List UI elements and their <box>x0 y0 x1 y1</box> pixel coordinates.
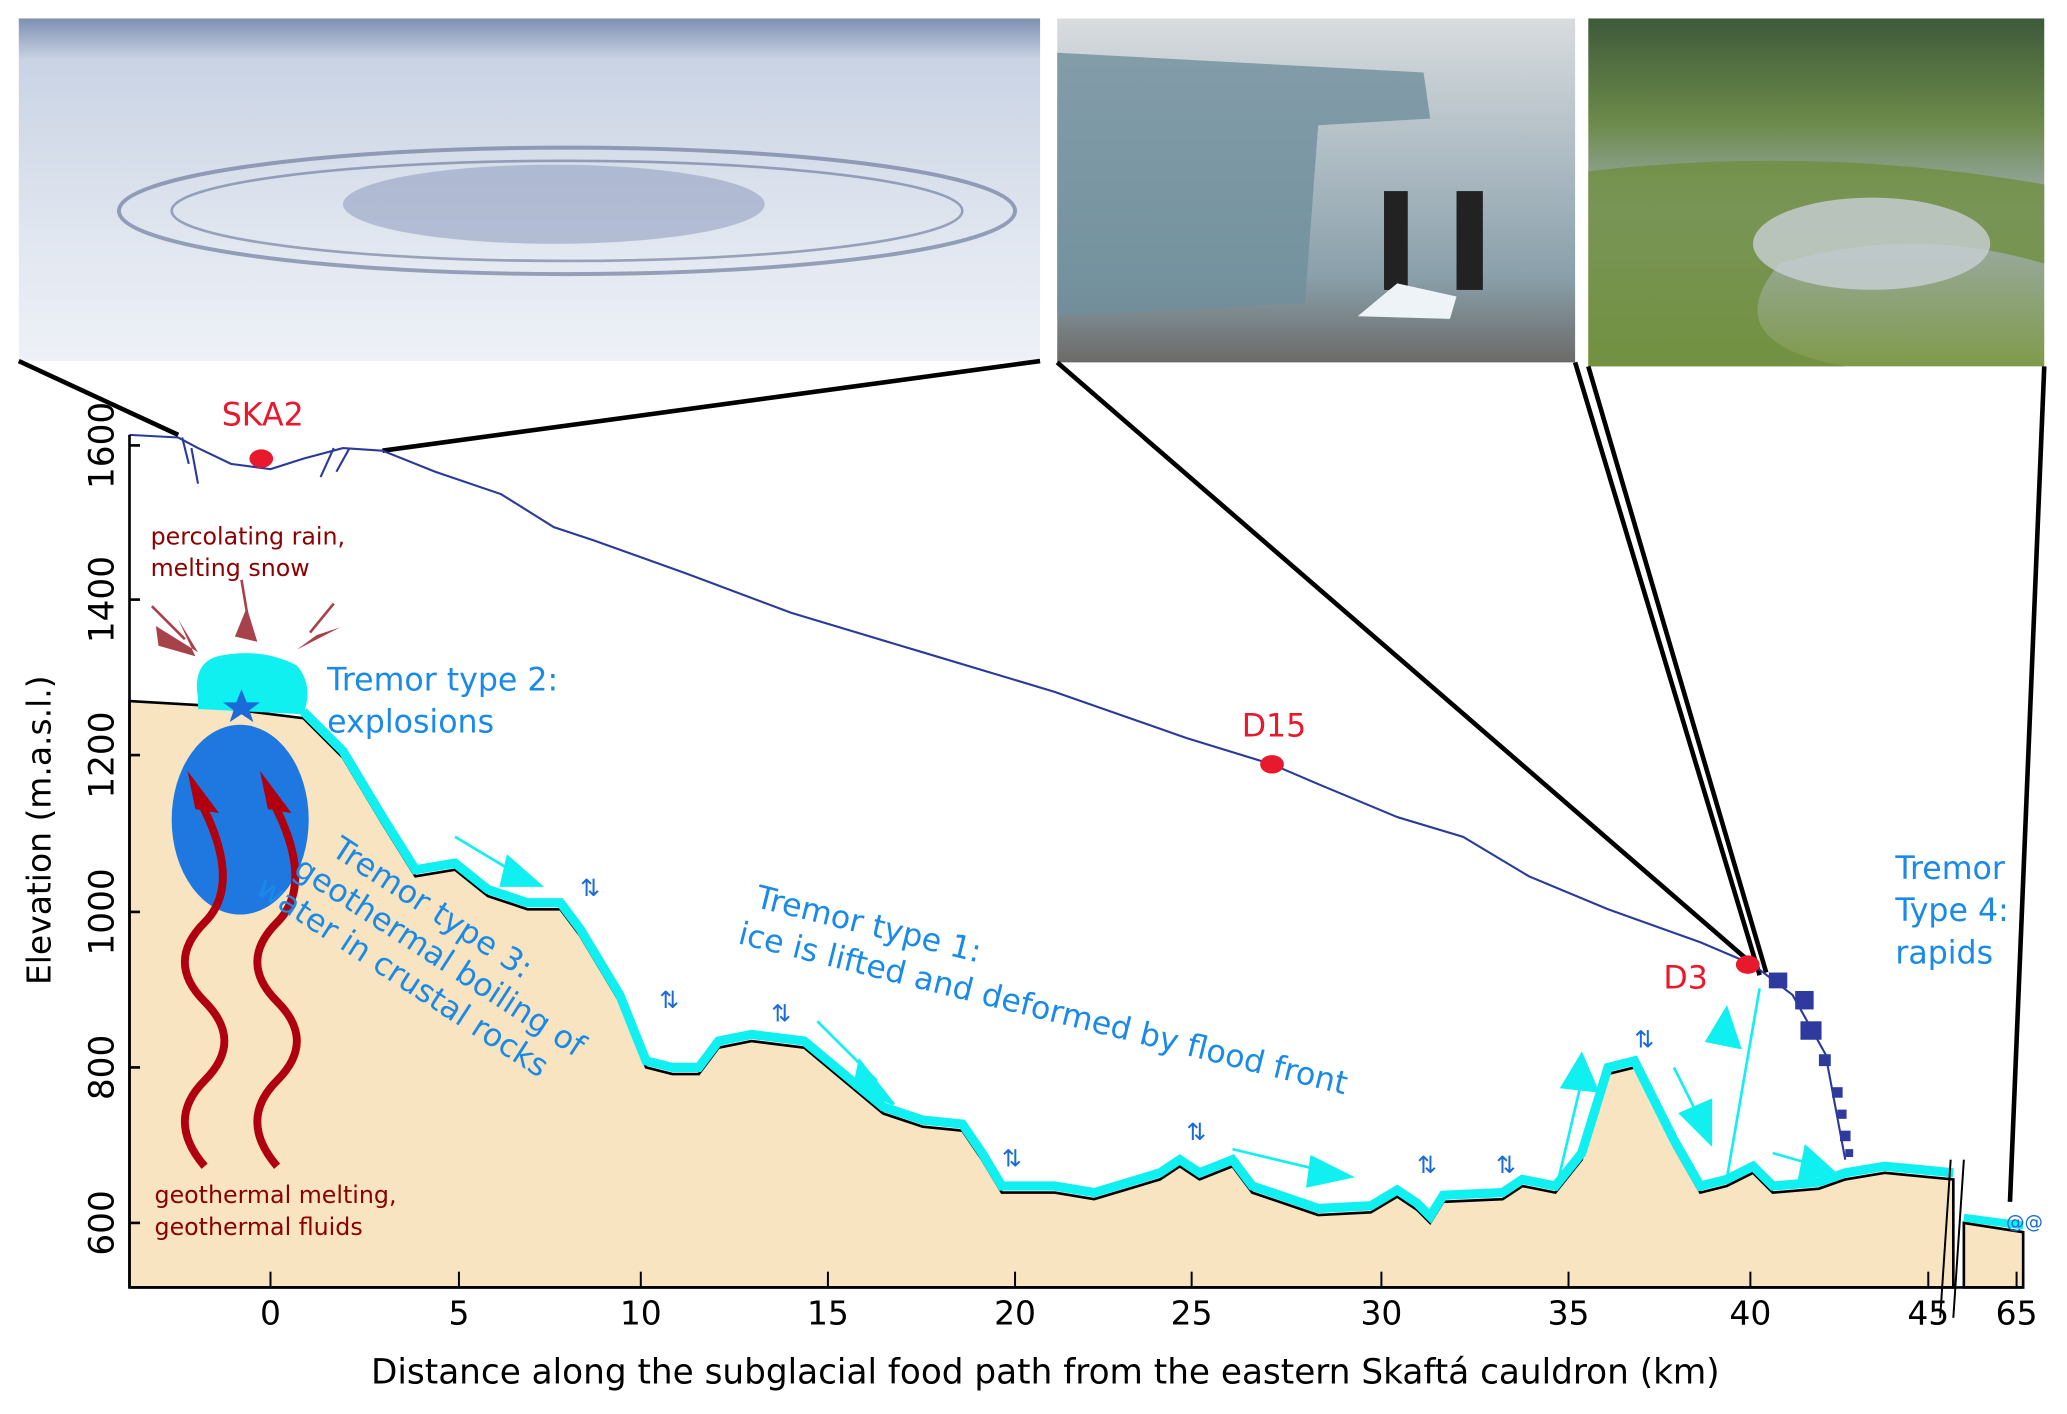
station-d3-marker <box>1735 955 1760 974</box>
svg-text:⇅: ⇅ <box>1186 1118 1206 1146</box>
axis-break <box>1939 1159 1965 1318</box>
tremor4-label: Tremor <box>1894 851 2005 887</box>
rapids-boulders <box>1768 972 1854 1158</box>
x-axis-ticks: 0 5 10 15 20 25 30 35 40 45 65 <box>260 1271 2038 1332</box>
explosion-water-bubble <box>196 653 308 715</box>
rain-arrows <box>155 607 341 657</box>
y-tick-label: 600 <box>83 1190 123 1255</box>
geothermal-label: geothermal melting, <box>155 1181 397 1209</box>
flow-arrows <box>454 835 1838 1188</box>
tremor2-label: explosions <box>327 705 494 741</box>
crevasses <box>181 437 351 484</box>
y-tick-label: 1600 <box>83 402 123 489</box>
svg-text:⇅: ⇅ <box>771 999 791 1027</box>
y-tick-label: 1000 <box>83 868 123 955</box>
axes <box>128 434 2024 1289</box>
y-tick-label: 800 <box>83 1035 123 1100</box>
x-tick-label: 45 <box>1907 1293 1949 1332</box>
x-tick-label: 35 <box>1548 1293 1590 1332</box>
svg-text:⇅: ⇅ <box>580 874 600 902</box>
ice-surface <box>129 433 1847 1160</box>
geothermal-label: geothermal fluids <box>155 1213 363 1241</box>
station-ska2-marker <box>249 449 274 468</box>
svg-text:⇅: ⇅ <box>1002 1144 1022 1172</box>
x-tick-label: 20 <box>994 1293 1036 1332</box>
y-axis-label: Elevation (m.a.s.l.) <box>19 675 58 985</box>
rapids-swirl-icon: @@ <box>2006 1212 2043 1233</box>
x-tick-label: 25 <box>1171 1293 1213 1332</box>
ice-deformation-icons: ⇅ ⇅ ⇅ ⇅ ⇅ ⇅ ⇅ ⇅ <box>580 874 1654 1179</box>
x-tick-label: 5 <box>448 1293 469 1332</box>
x-tick-label: 65 <box>1996 1293 2038 1332</box>
x-tick-label: 10 <box>620 1293 662 1332</box>
photo-ice-blocks <box>1057 18 1576 363</box>
y-tick-label: 1400 <box>83 556 123 643</box>
flood-water <box>300 708 1954 1224</box>
x-tick-label: 30 <box>1360 1293 1402 1332</box>
heat-arrowhead <box>259 770 292 814</box>
station-d15-marker <box>1260 755 1284 774</box>
rain-label: percolating rain, <box>151 522 346 550</box>
station-d15-label: D15 <box>1242 709 1307 745</box>
photo-ice-cauldron <box>18 18 1041 362</box>
svg-text:⇅: ⇅ <box>1634 1026 1654 1054</box>
geothermal-reservoir <box>171 724 309 915</box>
tremor4-label: rapids <box>1895 935 1993 971</box>
y-axis-ticks: 1600 1400 1200 1000 800 600 <box>83 402 141 1256</box>
tremor4-label: Type 4: <box>1894 893 2008 929</box>
station-d3-label: D3 <box>1663 960 1707 996</box>
rain-label: melting snow <box>151 554 310 582</box>
svg-text:⇅: ⇅ <box>1496 1151 1516 1179</box>
x-tick-label: 40 <box>1729 1293 1771 1332</box>
x-tick-label: 0 <box>260 1293 281 1332</box>
x-tick-label: 15 <box>807 1293 849 1332</box>
heat-arrowhead <box>187 770 220 814</box>
heat-arrows <box>181 795 301 1169</box>
x-axis-label: Distance along the subglacial food path … <box>371 1353 1720 1393</box>
y-tick-label: 1200 <box>83 712 123 799</box>
water-far <box>1963 1213 2024 1230</box>
svg-text:⇅: ⇅ <box>1417 1151 1437 1179</box>
station-ska2-label: SKA2 <box>222 398 304 434</box>
photo-river-rapids <box>1588 18 2045 367</box>
tremor2-label: Tremor type 2: <box>326 663 558 699</box>
svg-text:⇅: ⇅ <box>659 986 679 1014</box>
explosion-star-icon <box>223 689 260 723</box>
photo-connector-lines <box>17 358 2047 1202</box>
